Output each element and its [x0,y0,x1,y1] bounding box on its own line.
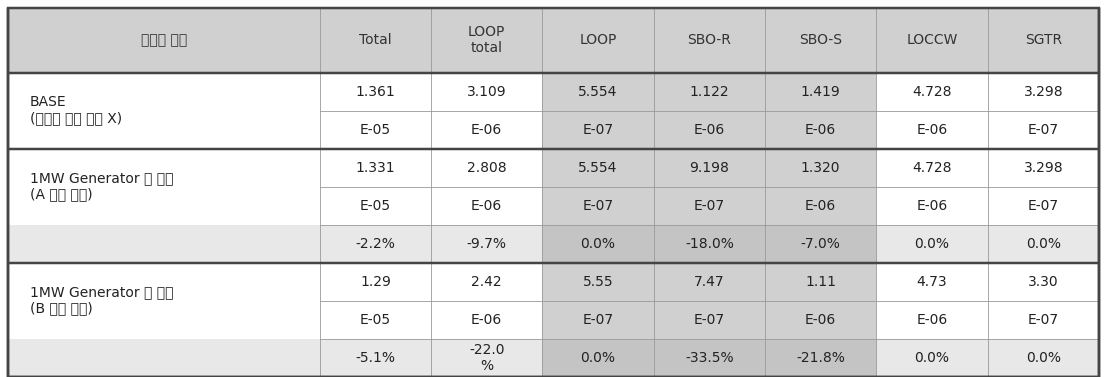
Text: 1MW Generator 만 고려
(B 모선 연결): 1MW Generator 만 고려 (B 모선 연결) [30,285,174,316]
Text: E-06: E-06 [694,123,725,136]
Text: E-07: E-07 [582,313,613,326]
Text: E-05: E-05 [360,123,391,136]
Text: 5.55: 5.55 [582,274,613,289]
Text: 9.198: 9.198 [690,161,730,175]
Text: SBO-S: SBO-S [799,33,842,47]
Text: E-07: E-07 [694,199,725,213]
Text: -21.8%: -21.8% [796,351,845,365]
Text: -18.0%: -18.0% [685,237,734,251]
Bar [654,339,765,377]
Text: 0.0%: 0.0% [1026,351,1061,365]
Text: 0.0%: 0.0% [580,351,615,365]
Text: 4.728: 4.728 [912,161,952,175]
Text: E-07: E-07 [582,123,613,136]
Text: 1MW Generator 만 고려
(A 모선 연결): 1MW Generator 만 고려 (A 모선 연결) [30,172,174,202]
Text: 1.11: 1.11 [805,274,836,289]
Text: 1.29: 1.29 [360,274,391,289]
Text: E-05: E-05 [360,313,391,326]
Text: Total: Total [359,33,392,47]
Text: -5.1%: -5.1% [355,351,395,365]
Text: E-07: E-07 [582,199,613,213]
Text: E-06: E-06 [917,313,948,326]
Text: 0.0%: 0.0% [1026,237,1061,251]
Text: E-07: E-07 [1027,199,1059,213]
Text: E-06: E-06 [805,313,836,326]
Text: -9.7%: -9.7% [467,237,507,251]
Bar [8,8,1099,73]
Text: E-06: E-06 [917,123,948,136]
Text: 3.298: 3.298 [1024,161,1063,175]
Text: -22.0
%: -22.0 % [469,342,505,373]
Bar [8,225,1099,263]
Text: E-06: E-06 [805,123,836,136]
Text: 4.728: 4.728 [912,84,952,99]
Text: 1.122: 1.122 [690,84,730,99]
Text: 0.0%: 0.0% [914,237,950,251]
Text: 2.42: 2.42 [472,274,501,289]
Text: LOOP: LOOP [579,33,617,47]
Text: 0.0%: 0.0% [914,351,950,365]
Text: 이동형 설비: 이동형 설비 [141,33,187,47]
Text: -33.5%: -33.5% [685,351,734,365]
Text: LOCCW: LOCCW [907,33,958,47]
Text: 1.320: 1.320 [801,161,840,175]
Text: -7.0%: -7.0% [800,237,840,251]
Bar [765,8,877,377]
Bar [8,8,1099,73]
Bar [542,339,654,377]
Text: LOOP
total: LOOP total [468,25,506,55]
Text: 3.298: 3.298 [1024,84,1063,99]
Text: E-07: E-07 [1027,123,1059,136]
Text: E-07: E-07 [694,313,725,326]
Bar [765,225,877,263]
Text: 4.73: 4.73 [917,274,948,289]
Text: 0.0%: 0.0% [580,237,615,251]
Text: E-06: E-06 [917,199,948,213]
Text: -2.2%: -2.2% [355,237,395,251]
Text: 5.554: 5.554 [578,161,618,175]
Bar [654,8,765,377]
Text: 1.419: 1.419 [800,84,840,99]
Text: SGTR: SGTR [1025,33,1062,47]
Bar [542,225,654,263]
Text: E-07: E-07 [1027,313,1059,326]
Text: E-06: E-06 [805,199,836,213]
Text: 1.331: 1.331 [355,161,395,175]
Text: 3.109: 3.109 [467,84,507,99]
Text: E-06: E-06 [472,313,503,326]
Text: 5.554: 5.554 [578,84,618,99]
Text: 3.30: 3.30 [1028,274,1058,289]
Text: E-06: E-06 [472,123,503,136]
Text: E-05: E-05 [360,199,391,213]
Text: 7.47: 7.47 [694,274,725,289]
Bar [765,339,877,377]
Text: 2.808: 2.808 [467,161,507,175]
Text: SBO-R: SBO-R [687,33,732,47]
Bar [654,225,765,263]
Bar [542,8,654,377]
Text: 1.361: 1.361 [355,84,395,99]
Bar [8,339,1099,377]
Text: E-06: E-06 [472,199,503,213]
Text: BASE
(이동형 설비 포함 X): BASE (이동형 설비 포함 X) [30,95,122,126]
